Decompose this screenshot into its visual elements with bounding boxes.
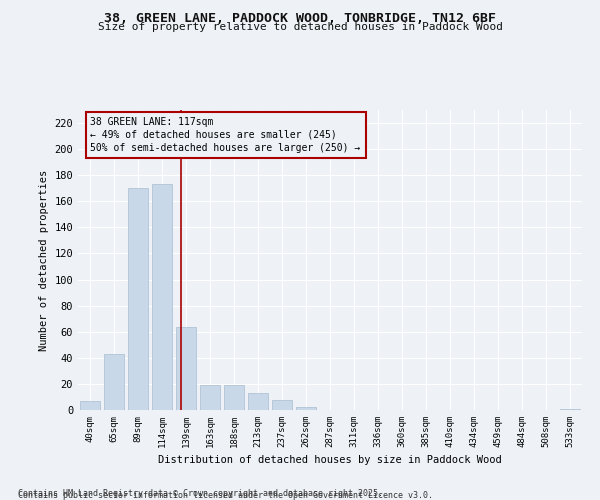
Bar bbox=[248, 393, 268, 410]
Bar bbox=[224, 385, 244, 410]
Text: 38 GREEN LANE: 117sqm
← 49% of detached houses are smaller (245)
50% of semi-det: 38 GREEN LANE: 117sqm ← 49% of detached … bbox=[91, 116, 361, 153]
Bar bbox=[176, 326, 196, 410]
Bar bbox=[296, 408, 316, 410]
Bar bbox=[272, 400, 292, 410]
Y-axis label: Number of detached properties: Number of detached properties bbox=[39, 170, 49, 350]
Text: Contains HM Land Registry data © Crown copyright and database right 2025.: Contains HM Land Registry data © Crown c… bbox=[18, 488, 383, 498]
Text: 38, GREEN LANE, PADDOCK WOOD, TONBRIDGE, TN12 6BF: 38, GREEN LANE, PADDOCK WOOD, TONBRIDGE,… bbox=[104, 12, 496, 26]
Bar bbox=[152, 184, 172, 410]
Bar bbox=[128, 188, 148, 410]
Text: Size of property relative to detached houses in Paddock Wood: Size of property relative to detached ho… bbox=[97, 22, 503, 32]
Bar bbox=[80, 401, 100, 410]
Bar bbox=[104, 354, 124, 410]
Bar bbox=[200, 385, 220, 410]
Bar bbox=[560, 408, 580, 410]
X-axis label: Distribution of detached houses by size in Paddock Wood: Distribution of detached houses by size … bbox=[158, 456, 502, 466]
Text: Contains public sector information licensed under the Open Government Licence v3: Contains public sector information licen… bbox=[18, 491, 433, 500]
